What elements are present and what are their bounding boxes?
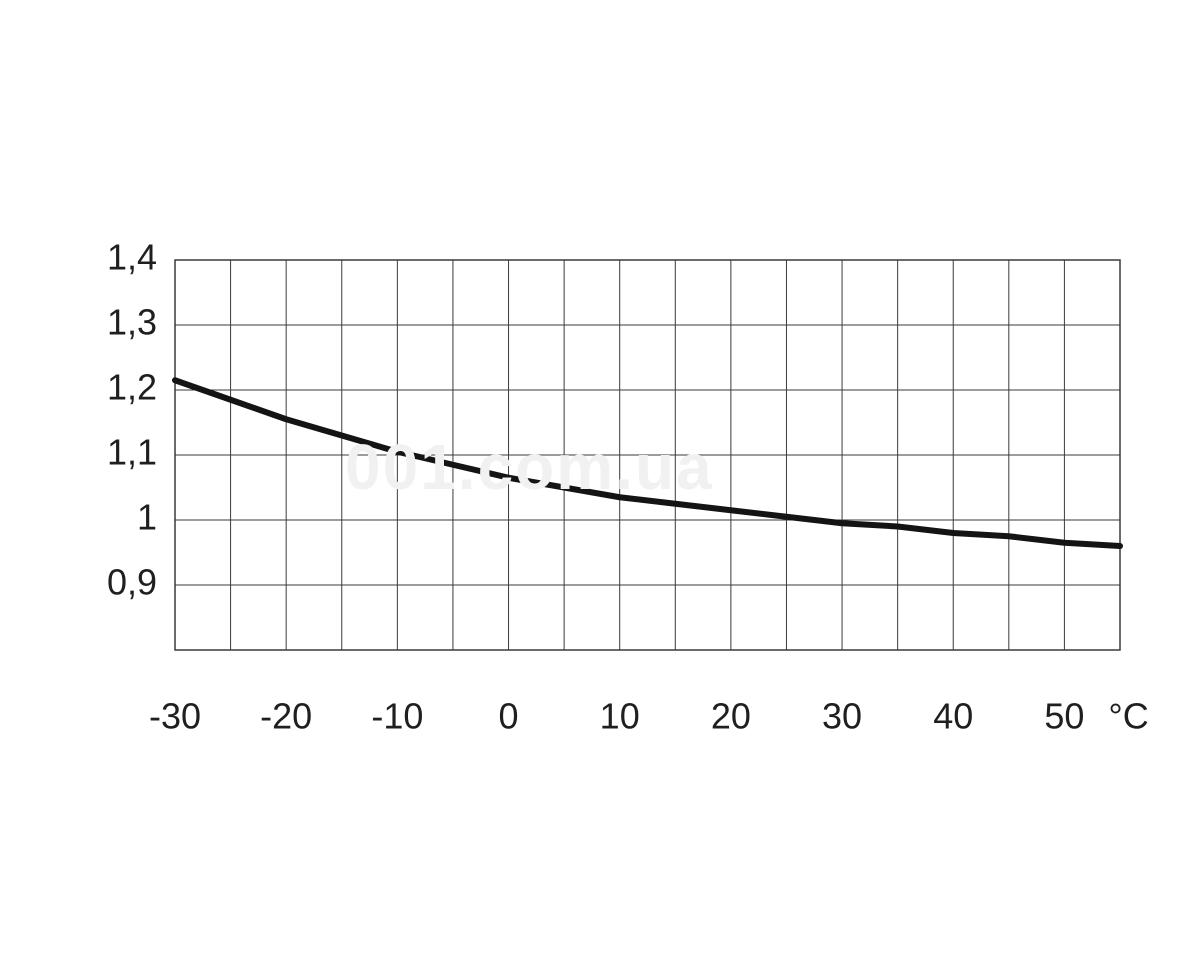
y-axis-labels: 0,9 1 1,1 1,2 1,3 1,4 xyxy=(107,237,157,603)
y-tick-label: 1,3 xyxy=(107,302,157,343)
y-tick-label: 1,2 xyxy=(107,367,157,408)
chart-container: 001.com.ua 0,911,11,21,31,4 -30-20-10010… xyxy=(0,0,1200,960)
y-tick-label: 0,9 xyxy=(107,562,157,603)
x-tick-label: 50 xyxy=(1044,695,1084,736)
data-series-line xyxy=(175,380,1120,546)
x-tick-label: 10 xyxy=(600,695,640,736)
x-tick-label: 40 xyxy=(933,695,973,736)
x-tick-label: -10 xyxy=(371,695,423,736)
x-axis-unit-label: °C xyxy=(1108,695,1148,736)
chart-grid xyxy=(175,260,1120,650)
y-tick-label: 1,1 xyxy=(107,432,157,473)
y-tick-label: 1 xyxy=(137,497,157,538)
x-tick-label: 30 xyxy=(822,695,862,736)
x-tick-label: 0 xyxy=(499,695,519,736)
x-tick-label: -30 xyxy=(149,695,201,736)
y-tick-label: 1,4 xyxy=(107,237,157,278)
line-chart: 0,9 1 1,1 1,2 1,3 1,4 -30 -20 -10 0 10 20 30 40 50 °C xyxy=(0,0,1200,960)
x-tick-label: -20 xyxy=(260,695,312,736)
x-tick-label: 20 xyxy=(711,695,751,736)
x-axis-labels: -30 -20 -10 0 10 20 30 40 50 xyxy=(149,695,1084,736)
